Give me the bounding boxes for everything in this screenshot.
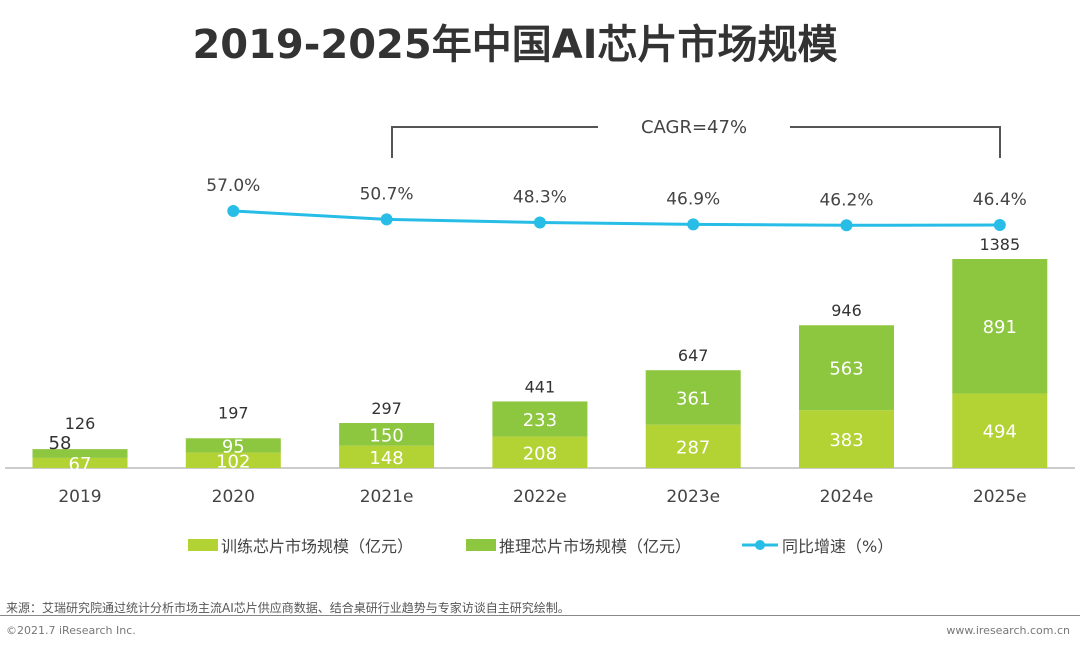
divider <box>0 615 1080 616</box>
bar-training <box>339 445 435 468</box>
label-training: 287 <box>676 437 710 458</box>
growth-point <box>993 219 1006 231</box>
x-tick-label: 2022e <box>513 487 567 507</box>
label-inference: 361 <box>676 388 710 409</box>
legend-swatch <box>188 539 218 551</box>
bar-training <box>32 457 128 468</box>
bar-inference <box>952 259 1048 394</box>
bar-inference <box>32 449 128 458</box>
cagr-label: CAGR=47% <box>641 117 747 138</box>
x-tick-label: 2025e <box>973 487 1027 507</box>
bar-inference <box>492 401 588 437</box>
x-tick-label: 2023e <box>666 487 720 507</box>
legend-label: 推理芯片市场规模（亿元） <box>499 537 691 556</box>
label-total: 126 <box>65 414 96 433</box>
growth-label: 50.7% <box>360 184 414 204</box>
website: www.iresearch.com.cn <box>946 624 1070 637</box>
bar-training <box>185 452 281 468</box>
bar-training <box>952 393 1048 468</box>
bar-training <box>645 424 741 468</box>
bar-training <box>799 410 894 468</box>
bar-inference <box>339 423 435 446</box>
growth-label: 48.3% <box>513 187 567 207</box>
label-training: 102 <box>216 451 250 472</box>
legend-label: 同比增速（%） <box>782 537 893 556</box>
source-note: 来源：艾瑞研究院通过统计分析市场主流AI芯片供应商数据、结合桌研行业趋势与专家访… <box>6 601 570 615</box>
growth-label: 57.0% <box>206 176 260 196</box>
label-inference: 150 <box>369 425 403 446</box>
legend-marker <box>755 540 765 550</box>
bar-inference <box>185 438 281 453</box>
label-training: 494 <box>983 422 1017 443</box>
cagr-bracket <box>391 126 1001 158</box>
bar-inference <box>799 325 894 411</box>
growth-point <box>380 213 393 226</box>
bar-inference <box>645 370 741 425</box>
growth-label: 46.4% <box>973 190 1027 210</box>
label-total: 297 <box>371 399 402 418</box>
bar-training <box>492 436 588 468</box>
label-inference: 891 <box>983 317 1017 338</box>
x-tick-label: 2019 <box>58 487 101 507</box>
copyright: ©2021.7 iResearch Inc. <box>6 624 136 637</box>
label-training: 383 <box>829 430 863 451</box>
growth-point <box>533 216 546 229</box>
legend-swatch <box>466 539 496 551</box>
label-training: 67 <box>69 454 92 475</box>
label-total: 647 <box>678 346 709 365</box>
x-tick-label: 2021e <box>360 487 414 507</box>
growth-label: 46.9% <box>666 189 720 209</box>
label-total: 197 <box>218 403 249 422</box>
label-total: 441 <box>525 377 556 396</box>
label-total: 1385 <box>979 235 1020 254</box>
chart-title: 2019-2025年中国AI芯片市场规模 <box>192 22 838 68</box>
label-inference: 95 <box>222 436 245 457</box>
label-inference: 563 <box>829 359 863 380</box>
label-inference: 58 <box>49 433 72 454</box>
growth-point <box>227 205 240 217</box>
x-tick-label: 2024e <box>820 487 874 507</box>
growth-line <box>233 209 1000 227</box>
label-training: 208 <box>523 443 557 464</box>
legend-label: 训练芯片市场规模（亿元） <box>221 537 413 556</box>
growth-point <box>840 219 853 232</box>
growth-label: 46.2% <box>819 190 873 210</box>
x-tick-label: 2020 <box>212 487 255 507</box>
label-inference: 233 <box>523 410 557 431</box>
label-training: 148 <box>369 448 403 469</box>
growth-point <box>687 218 700 231</box>
label-total: 946 <box>831 301 862 320</box>
